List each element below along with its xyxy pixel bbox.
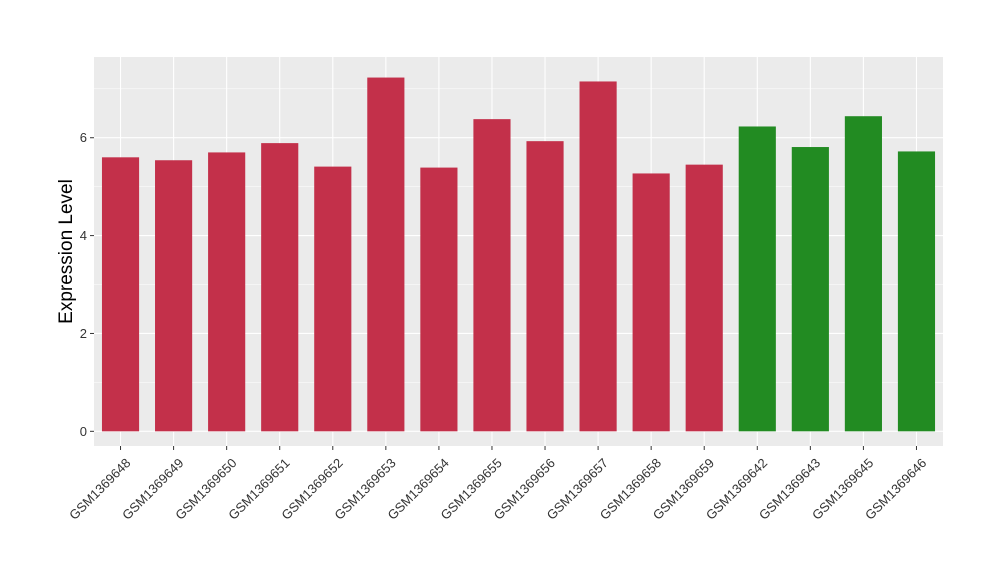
- bar-GSM1369643: [791, 147, 829, 432]
- bar-GSM1369652: [314, 166, 352, 432]
- bar-GSM1369651: [261, 143, 299, 432]
- bar-GSM1369654: [420, 167, 458, 432]
- x-axis: GSM1369648GSM1369649GSM1369650GSM1369651…: [66, 446, 929, 523]
- y-tick-label: 4: [80, 228, 87, 243]
- bar-GSM1369656: [526, 141, 564, 432]
- bar-GSM1369649: [155, 160, 193, 432]
- bar-GSM1369642: [738, 126, 776, 432]
- y-tick-label: 2: [80, 326, 87, 341]
- bars: [101, 77, 936, 432]
- y-tick-label: 0: [80, 424, 87, 439]
- bar-GSM1369659: [685, 164, 723, 432]
- y-tick-label: 6: [80, 130, 87, 145]
- y-axis: 0 2 4 6: [80, 130, 94, 439]
- bar-GSM1369646: [897, 151, 936, 432]
- bar-GSM1369648: [101, 157, 140, 432]
- bar-GSM1369653: [367, 77, 405, 432]
- bar-GSM1369658: [632, 173, 670, 432]
- bar-GSM1369657: [579, 81, 617, 432]
- bar-GSM1369650: [208, 152, 246, 432]
- bar-GSM1369655: [473, 119, 511, 432]
- bar-GSM1369645: [844, 116, 882, 432]
- y-axis-title: Expression Level: [56, 179, 77, 324]
